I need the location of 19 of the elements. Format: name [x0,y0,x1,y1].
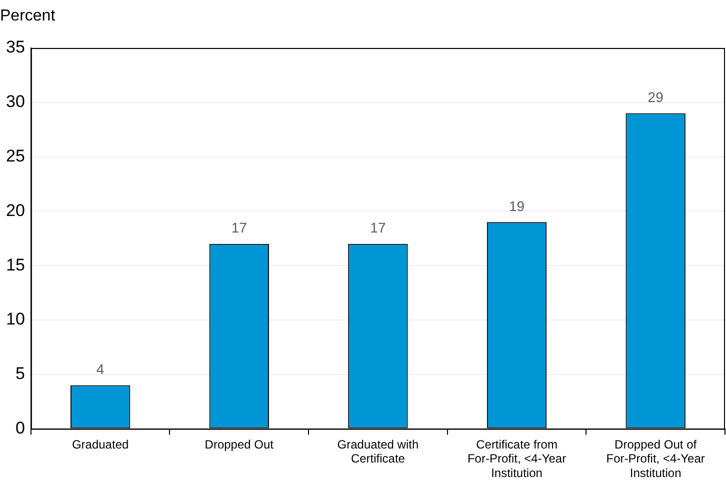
data-label: 17 [370,220,386,236]
x-tick-label: Dropped Out [204,437,274,452]
y-tick-label: 30 [6,92,25,112]
x-tick-label: Certificate from For-Profit, <4-Year Institution [467,437,566,480]
data-label: 19 [508,198,525,214]
x-tick-label: Graduated with Certificate [337,437,419,466]
y-tick-label: 0 [15,418,25,438]
y-tick-label: 20 [6,200,25,220]
y-tick-label: 10 [6,310,25,329]
data-label: 4 [96,361,104,378]
data-label: 29 [648,89,664,106]
y-tick-label: 25 [6,146,25,166]
y-tick-label: 15 [6,255,25,274]
x-tick-label: Dropped Out of For-Profit, <4-Year Institution [606,437,705,480]
x-tick-label: Graduated [72,437,129,452]
y-tick-label: 35 [6,38,25,57]
data-label: 17 [231,220,248,236]
y-axis-title: Percent [0,7,56,24]
y-tick-label: 5 [15,364,25,384]
